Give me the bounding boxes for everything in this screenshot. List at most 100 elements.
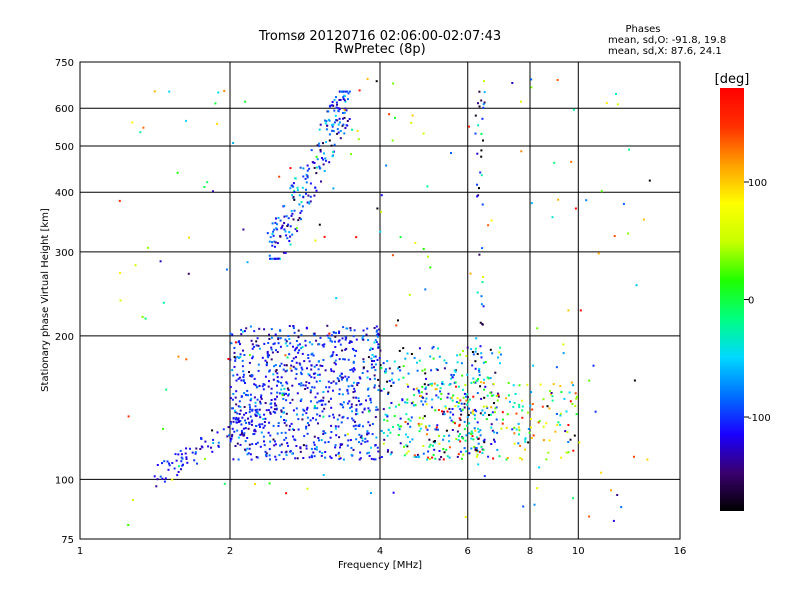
data-point — [478, 370, 481, 373]
data-point — [481, 203, 484, 206]
data-point — [324, 157, 327, 160]
data-point — [588, 379, 591, 382]
data-point — [318, 165, 321, 168]
y-tick-label: 400 — [55, 188, 74, 199]
data-point — [256, 412, 259, 415]
data-point — [462, 396, 465, 399]
data-point — [325, 128, 328, 131]
data-point — [422, 396, 425, 399]
data-point — [359, 403, 361, 406]
data-point — [251, 343, 254, 346]
colorbar-tick-label: 0 — [748, 296, 754, 307]
data-point — [465, 450, 467, 453]
data-point — [474, 381, 477, 384]
data-point — [232, 374, 235, 377]
data-point — [231, 333, 234, 336]
data-point — [276, 391, 279, 394]
data-point — [467, 414, 470, 416]
data-point — [438, 458, 441, 461]
data-point — [398, 366, 401, 368]
data-point — [351, 410, 354, 413]
data-point — [314, 239, 317, 242]
data-point — [237, 418, 240, 421]
data-point — [334, 359, 337, 362]
data-point — [275, 408, 278, 411]
data-point — [308, 201, 311, 204]
data-point — [374, 355, 377, 358]
data-point — [276, 376, 279, 379]
data-point — [168, 462, 170, 465]
data-point — [550, 392, 553, 394]
data-point — [339, 457, 342, 460]
data-point — [434, 428, 437, 431]
data-point — [392, 491, 395, 494]
data-point — [518, 433, 520, 436]
data-point — [285, 215, 288, 218]
data-point — [241, 365, 244, 368]
data-point — [282, 411, 285, 414]
data-point — [283, 364, 286, 367]
data-point — [253, 330, 256, 333]
data-point — [375, 436, 378, 439]
data-point — [366, 388, 369, 391]
data-point — [513, 432, 516, 435]
data-point — [304, 384, 307, 387]
data-point — [473, 427, 476, 430]
data-point — [315, 339, 318, 342]
data-point — [322, 142, 324, 145]
data-point — [389, 453, 392, 456]
data-point — [318, 223, 321, 226]
data-point — [377, 332, 380, 335]
data-point — [269, 412, 272, 415]
data-point — [452, 421, 455, 424]
data-point — [305, 425, 308, 428]
data-point — [496, 392, 499, 395]
data-point — [257, 344, 260, 347]
data-point — [250, 374, 253, 376]
x-tick-label: 8 — [527, 546, 533, 557]
data-point — [342, 358, 345, 361]
x-tick-label: 6 — [465, 546, 471, 557]
data-point — [600, 471, 603, 474]
data-point — [272, 373, 275, 376]
data-point — [515, 412, 518, 415]
data-point — [390, 384, 393, 387]
data-point — [474, 350, 477, 353]
data-point — [351, 347, 354, 350]
data-point — [471, 364, 474, 367]
data-point — [262, 418, 265, 421]
data-point — [327, 336, 330, 339]
data-point — [365, 333, 368, 336]
data-point — [185, 447, 188, 450]
data-point — [332, 416, 335, 419]
data-point — [367, 356, 370, 359]
data-point — [368, 455, 371, 457]
data-point — [343, 99, 346, 102]
data-point — [463, 447, 466, 450]
data-point — [300, 366, 303, 369]
data-point — [532, 364, 535, 367]
data-point — [550, 393, 552, 396]
data-point — [341, 403, 344, 406]
data-point — [161, 477, 164, 480]
data-point — [531, 408, 534, 411]
data-point — [489, 391, 492, 394]
data-point — [273, 398, 276, 401]
data-point — [331, 123, 334, 126]
data-point — [393, 360, 396, 363]
data-point — [502, 418, 504, 421]
data-point — [462, 350, 464, 352]
data-point — [386, 415, 389, 418]
data-point — [174, 453, 177, 456]
data-point — [445, 448, 448, 451]
data-point — [294, 457, 297, 460]
data-point — [513, 442, 516, 445]
data-point — [413, 455, 416, 458]
data-point — [406, 422, 409, 425]
data-point — [162, 301, 165, 304]
data-point — [235, 418, 238, 421]
data-point — [258, 347, 261, 350]
data-point — [498, 455, 501, 458]
data-point — [507, 394, 510, 397]
data-point — [254, 409, 257, 412]
